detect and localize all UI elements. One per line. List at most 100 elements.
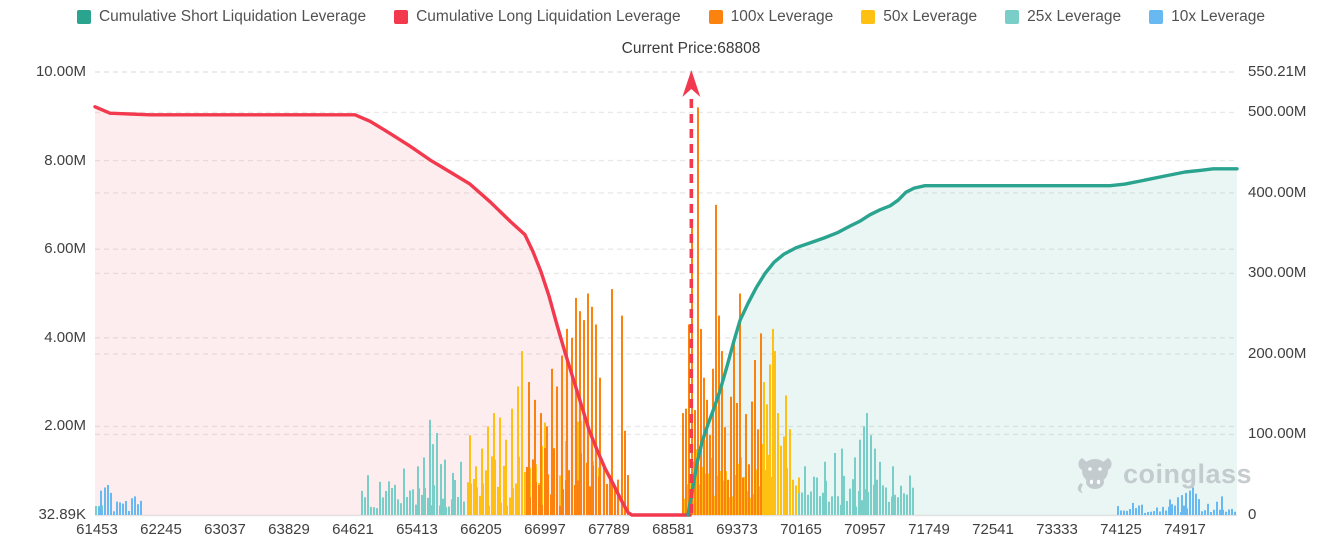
liquidation-bar [780, 445, 782, 515]
liquidation-bar [568, 470, 570, 515]
legend-swatch-icon [76, 10, 91, 24]
liquidation-bar [559, 505, 561, 515]
liquidation-bar [801, 492, 803, 515]
liquidation-bar [1132, 502, 1134, 515]
liquidation-bar [1117, 506, 1119, 515]
x-axis-tick: 65413 [396, 521, 438, 538]
liquidation-bar [909, 475, 911, 515]
liquidation-bar [391, 488, 393, 515]
liquidation-bar [442, 498, 444, 515]
area-fill-1 [688, 168, 1237, 516]
x-axis-tick: 72541 [972, 521, 1014, 538]
liquidation-bar [505, 439, 507, 515]
left-axis-tick: 6.00M [44, 240, 86, 258]
legend-swatch-icon [394, 10, 409, 24]
x-axis-tick: 74125 [1100, 521, 1142, 538]
legend-swatch-icon [708, 10, 723, 24]
x-axis-tick: 70957 [844, 521, 886, 538]
liquidation-bar [364, 497, 366, 515]
liquidation-bar [361, 490, 363, 515]
liquidation-bar [822, 492, 824, 515]
liquidation-bar [540, 413, 542, 515]
liquidation-bar [866, 413, 868, 515]
left-axis-tick: 8.00M [44, 151, 86, 169]
liquidation-bar [703, 377, 705, 515]
legend-item-3[interactable]: 50x Leverage [861, 8, 977, 26]
liquidation-bar [417, 466, 419, 515]
liquidation-bar [885, 487, 887, 515]
liquidation-bar [912, 487, 914, 515]
liquidation-bar [1204, 510, 1206, 515]
liquidation-bar [1162, 506, 1164, 515]
liquidation-bar [730, 396, 732, 515]
liquidation-bar [627, 475, 629, 515]
x-axis-tick: 71749 [908, 521, 950, 538]
liquidation-bar [134, 496, 136, 515]
liquidation-bar [1225, 511, 1227, 515]
liquidation-bar [95, 506, 97, 515]
liquidation-bar [828, 501, 830, 515]
liquidation-bar [559, 475, 561, 515]
legend-label: 50x Leverage [883, 8, 978, 25]
x-axis-tick: 64621 [332, 521, 374, 538]
liquidation-bar [897, 497, 899, 515]
liquidation-bar [892, 466, 894, 515]
liquidation-bar [376, 508, 378, 515]
liquidation-bar [603, 466, 605, 515]
liquidation-bar [709, 435, 711, 515]
liquidation-bar [400, 503, 402, 515]
legend-label: Cumulative Short Liquidation Leverage [98, 8, 367, 25]
liquidation-bar [379, 481, 381, 515]
liquidation-bar [1120, 510, 1122, 515]
liquidation-bar [900, 485, 902, 515]
right-axis-tick: 300.00M [1248, 264, 1307, 282]
liquidation-bar [1177, 497, 1179, 515]
liquidation-bar [760, 333, 762, 515]
liquidation-bar [373, 507, 375, 515]
liquidation-bar [370, 506, 372, 515]
liquidation-bar [1141, 504, 1143, 515]
liquidation-bar [444, 459, 446, 515]
liquidation-bar [841, 448, 843, 515]
x-axis-tick: 63829 [268, 521, 310, 538]
liquidation-bar [1129, 509, 1131, 515]
liquidation-bar [852, 479, 854, 515]
x-axis-tick: 74917 [1164, 521, 1206, 538]
liquidation-bar [599, 377, 601, 515]
area-fill-0 [95, 106, 691, 516]
liquidation-bar [1231, 508, 1233, 515]
liquidation-bar [415, 504, 417, 515]
liquidation-bar [587, 293, 589, 515]
liquidation-bar [122, 503, 124, 515]
liquidation-bar [754, 360, 756, 515]
liquidation-bar [1150, 511, 1152, 515]
liquidation-bar [113, 511, 115, 515]
liquidation-bar [1165, 510, 1167, 515]
liquidation-bar [367, 475, 369, 515]
legend-item-0[interactable]: Cumulative Short Liquidation Leverage [76, 8, 367, 26]
liquidation-bar [125, 501, 127, 515]
liquidation-bar [388, 481, 390, 515]
liquidation-bar [1189, 490, 1191, 515]
legend-item-4[interactable]: 25x Leverage [1005, 8, 1121, 26]
liquidation-bar [116, 501, 118, 515]
legend-item-1[interactable]: Cumulative Long Liquidation Leverage [394, 8, 681, 26]
liquidation-bar [700, 328, 702, 515]
liquidation-bar [894, 494, 896, 515]
liquidation-bar [903, 493, 905, 515]
legend-label: 25x Leverage [1027, 8, 1122, 25]
liquidation-bar [579, 311, 581, 515]
liquidation-bar [792, 479, 794, 515]
liquidation-bar [385, 491, 387, 515]
liquidation-bar [1181, 495, 1183, 515]
liquidation-bar [697, 107, 699, 516]
legend-item-5[interactable]: 10x Leverage [1149, 8, 1265, 26]
liquidation-bar [454, 480, 456, 515]
legend-item-2[interactable]: 100x Leverage [708, 8, 833, 26]
liquidation-bar [1174, 505, 1176, 515]
liquidation-bar [1228, 509, 1230, 515]
liquidation-bar [831, 496, 833, 515]
liquidation-bar [467, 482, 469, 515]
liquidation-bar [1156, 507, 1158, 515]
